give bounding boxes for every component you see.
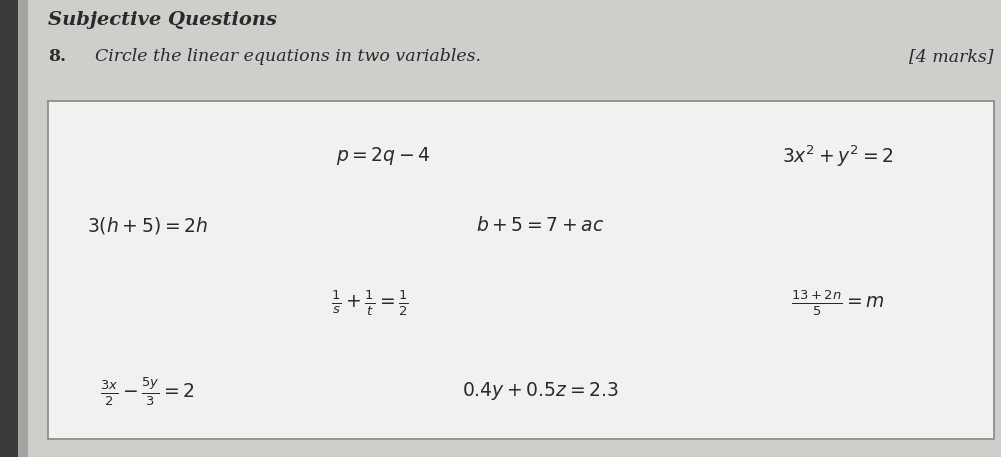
FancyBboxPatch shape	[48, 101, 994, 439]
Text: [4 marks]: [4 marks]	[910, 48, 994, 65]
Text: $\frac{13 + 2n}{5} = m$: $\frac{13 + 2n}{5} = m$	[791, 289, 885, 318]
Text: 8.: 8.	[48, 48, 66, 65]
Text: $3(h + 5) = 2h$: $3(h + 5) = 2h$	[87, 215, 208, 236]
Text: $\frac{3x}{2} - \frac{5y}{3} = 2$: $\frac{3x}{2} - \frac{5y}{3} = 2$	[100, 375, 195, 408]
Text: Circle the linear equations in two variables.: Circle the linear equations in two varia…	[95, 48, 481, 65]
Text: $p = 2q - 4$: $p = 2q - 4$	[336, 145, 431, 167]
Bar	[18, 0, 28, 457]
Text: $\frac{1}{s} + \frac{1}{t} = \frac{1}{2}$: $\frac{1}{s} + \frac{1}{t} = \frac{1}{2}…	[330, 289, 408, 318]
Text: Subjective Questions: Subjective Questions	[48, 11, 277, 29]
Text: $0.4y + 0.5z = 2.3$: $0.4y + 0.5z = 2.3$	[461, 380, 619, 402]
Text: $3x^2 + y^2 = 2$: $3x^2 + y^2 = 2$	[782, 143, 894, 169]
Text: $b + 5 = 7 + ac$: $b + 5 = 7 + ac$	[475, 216, 605, 235]
Bar	[0, 0, 18, 457]
